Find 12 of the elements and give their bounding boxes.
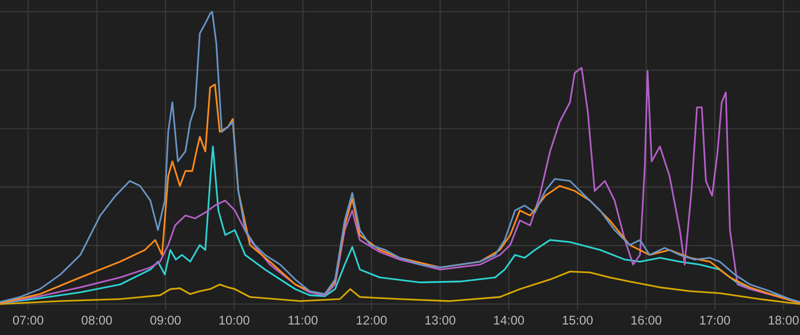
x-tick-label: 11:00: [288, 316, 318, 325]
x-tick-label: 12:00: [356, 316, 387, 325]
x-tick-label: 14:00: [494, 316, 524, 325]
x-tick-label: 18:00: [768, 316, 799, 325]
x-tick-label: 07:00: [13, 316, 44, 325]
x-tick-label: 10:00: [219, 316, 250, 325]
x-tick-label: 08:00: [82, 316, 112, 325]
x-tick-label: 13:00: [425, 316, 456, 325]
x-tick-label: 17:00: [700, 316, 730, 325]
x-tick-label: 09:00: [150, 316, 181, 325]
x-tick-label: 15:00: [562, 316, 593, 325]
x-tick-label: 16:00: [631, 316, 662, 325]
